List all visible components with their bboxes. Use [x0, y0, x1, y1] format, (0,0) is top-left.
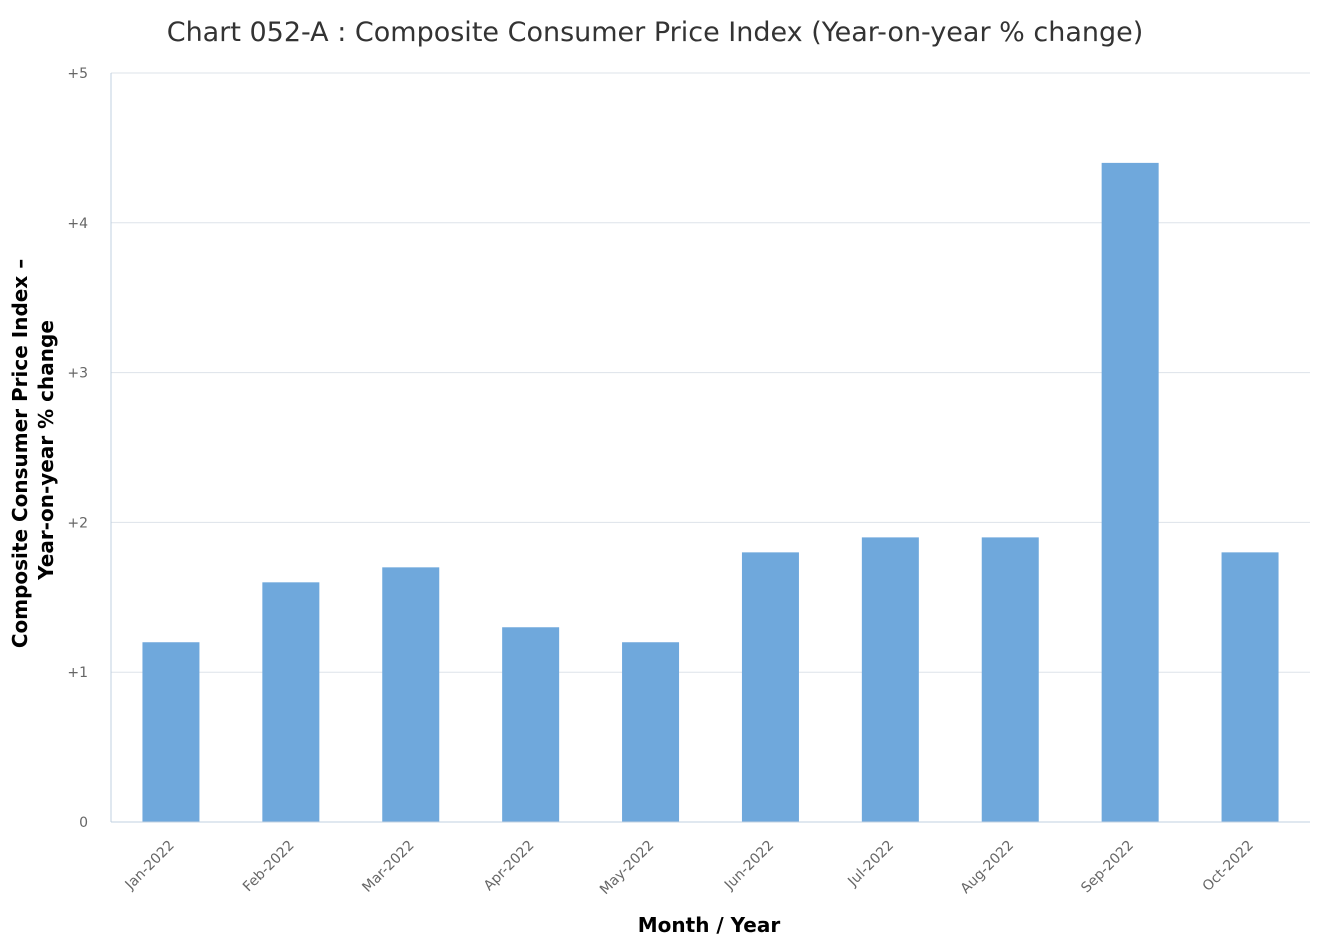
y-axis-label-line-1: Composite Consumer Price Index – [8, 259, 32, 648]
chart-title: Chart 052-A : Composite Consumer Price I… [167, 17, 1144, 48]
x-tick-label: Jan-2022 [122, 838, 178, 894]
bar-mar-2022 [382, 567, 440, 822]
x-tick-label: Sep-2022 [1078, 838, 1137, 897]
x-tick-label: Jul-2022 [844, 838, 897, 891]
bar-jul-2022 [861, 537, 919, 822]
x-tick-label: Jun-2022 [721, 838, 777, 894]
bar-oct-2022 [1221, 552, 1279, 822]
x-tick-labels: Jan-2022 Feb-2022 Mar-2022 Apr-2022 May-2022… [122, 838, 1257, 898]
x-tick-label: Feb-2022 [240, 838, 298, 896]
y-tick-label: +2 [67, 515, 88, 531]
bars [142, 162, 1279, 822]
y-tick-label: +1 [67, 665, 88, 681]
y-tick-label: +4 [67, 216, 88, 232]
y-axis-label: Composite Consumer Price Index – Year-on… [8, 252, 58, 648]
x-tick-label: Mar-2022 [359, 838, 417, 896]
x-tick-label: Apr-2022 [481, 838, 538, 895]
y-tick-label: +5 [67, 66, 88, 82]
bar-feb-2022 [262, 582, 320, 822]
y-tick-label: +3 [67, 366, 88, 382]
bar-jun-2022 [741, 552, 799, 822]
bar-sep-2022 [1101, 162, 1159, 822]
bar-aug-2022 [981, 537, 1039, 822]
x-tick-label: Oct-2022 [1200, 838, 1257, 895]
x-tick-label: Aug-2022 [958, 838, 1017, 897]
x-tick-label: May-2022 [597, 838, 657, 898]
bar-apr-2022 [502, 627, 560, 822]
y-tick-labels: 0 +1 +2 +3 +4 +5 [67, 66, 88, 831]
bar-jan-2022 [142, 642, 200, 822]
x-axis-label: Month / Year [638, 913, 781, 937]
y-tick-label: 0 [79, 815, 88, 831]
y-axis-label-line-2: Year-on-year % change [34, 320, 58, 581]
bar-may-2022 [622, 642, 680, 822]
